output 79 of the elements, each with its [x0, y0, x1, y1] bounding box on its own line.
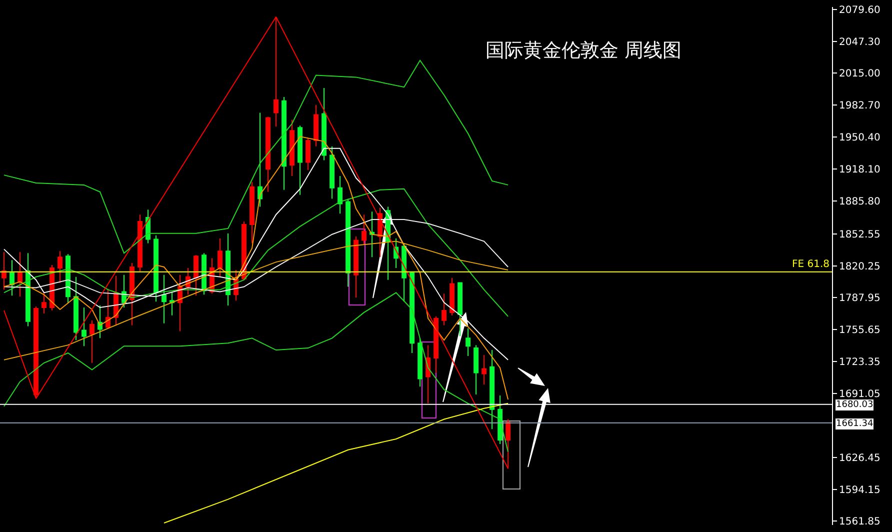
y-tick-label: 1852.55: [839, 229, 880, 240]
candlestick: [82, 307, 86, 347]
candlestick: [410, 271, 415, 354]
candlestick: [242, 221, 246, 280]
y-tick-label: 2079.60: [839, 4, 880, 16]
y-tick-label: 2047.30: [839, 36, 880, 48]
candlestick: [266, 116, 270, 192]
candlestick: [42, 292, 46, 314]
candlestick: [154, 234, 158, 302]
text: 国际黄金伦敦金 周线图: [485, 40, 682, 62]
y-tick-label: 1723.35: [839, 357, 880, 368]
candlestick: [458, 282, 463, 337]
y-tick-label: 1594.15: [839, 484, 880, 496]
candlestick: [362, 214, 366, 245]
line-series: [4, 148, 509, 360]
candlestick: [338, 176, 342, 214]
y-tick-label: 1820.25: [839, 261, 880, 272]
candlestick: [90, 320, 94, 364]
candlestick: [106, 288, 110, 329]
candlestick: [218, 238, 222, 278]
y-tick-label: 1787.95: [839, 293, 880, 304]
candlestick: [258, 112, 262, 208]
candlestick: [170, 291, 174, 316]
candlestick: [322, 88, 326, 161]
candlestick: [482, 354, 487, 386]
candlestick: [58, 250, 62, 284]
candlestick: [490, 350, 495, 430]
candlestick: [466, 328, 471, 356]
y-tick-label: 1561.85: [839, 516, 880, 528]
line-series: [4, 240, 509, 360]
candlestick: [474, 344, 479, 396]
y-tick-label: 1982.70: [839, 100, 880, 112]
candlestick: [354, 236, 358, 298]
line-series: [4, 292, 509, 452]
line-series: [4, 60, 509, 254]
candlestick: [378, 207, 382, 258]
candlestick: [434, 316, 439, 374]
candlestick: [290, 119, 294, 177]
candlestick: [98, 305, 102, 339]
candlestick: [306, 138, 310, 171]
candlestick: [426, 344, 431, 404]
y-tick-label: 2015.00: [839, 68, 880, 80]
candlestick: [282, 96, 286, 190]
line-series: [4, 136, 509, 400]
y-tick-label: 1755.65: [839, 325, 880, 336]
candlestick: [194, 254, 198, 296]
candlestick: [10, 260, 14, 296]
candlestick: [26, 252, 30, 327]
candlestick: [66, 254, 70, 304]
candlestick: [418, 338, 423, 388]
candlestick: [370, 211, 374, 258]
candlestick: [442, 293, 447, 326]
ref-line-label: FE 61.8: [792, 259, 830, 270]
line-series: [4, 219, 509, 298]
candlestick: [162, 274, 166, 324]
y-tick-label: 1626.45: [839, 452, 880, 464]
candlestick: [138, 214, 142, 272]
y-tick-label: 1950.40: [839, 132, 880, 144]
y-tick-label: 1691.05: [839, 388, 880, 400]
candlestick: [130, 262, 134, 326]
candlestick: [2, 252, 6, 290]
candlestick: [250, 181, 254, 244]
ref-line-label: 1680.03: [836, 400, 874, 410]
candlestick: [178, 274, 182, 332]
ref-line-label: 1661.34: [836, 419, 874, 429]
candlestick: [346, 198, 350, 288]
candlestick: [498, 395, 503, 444]
candlestick: [330, 146, 334, 200]
candlestick: [34, 306, 38, 399]
y-tick-label: 1918.10: [839, 164, 880, 176]
candlestick: [18, 252, 22, 298]
line-series: [164, 402, 509, 524]
candlestick: [450, 277, 455, 316]
y-tick-label: 1885.80: [839, 196, 880, 208]
candlestick: [74, 276, 78, 341]
line-series: [4, 188, 509, 317]
candlestick: [402, 242, 407, 302]
candlestick: [314, 104, 318, 147]
candlestick: [298, 125, 302, 196]
